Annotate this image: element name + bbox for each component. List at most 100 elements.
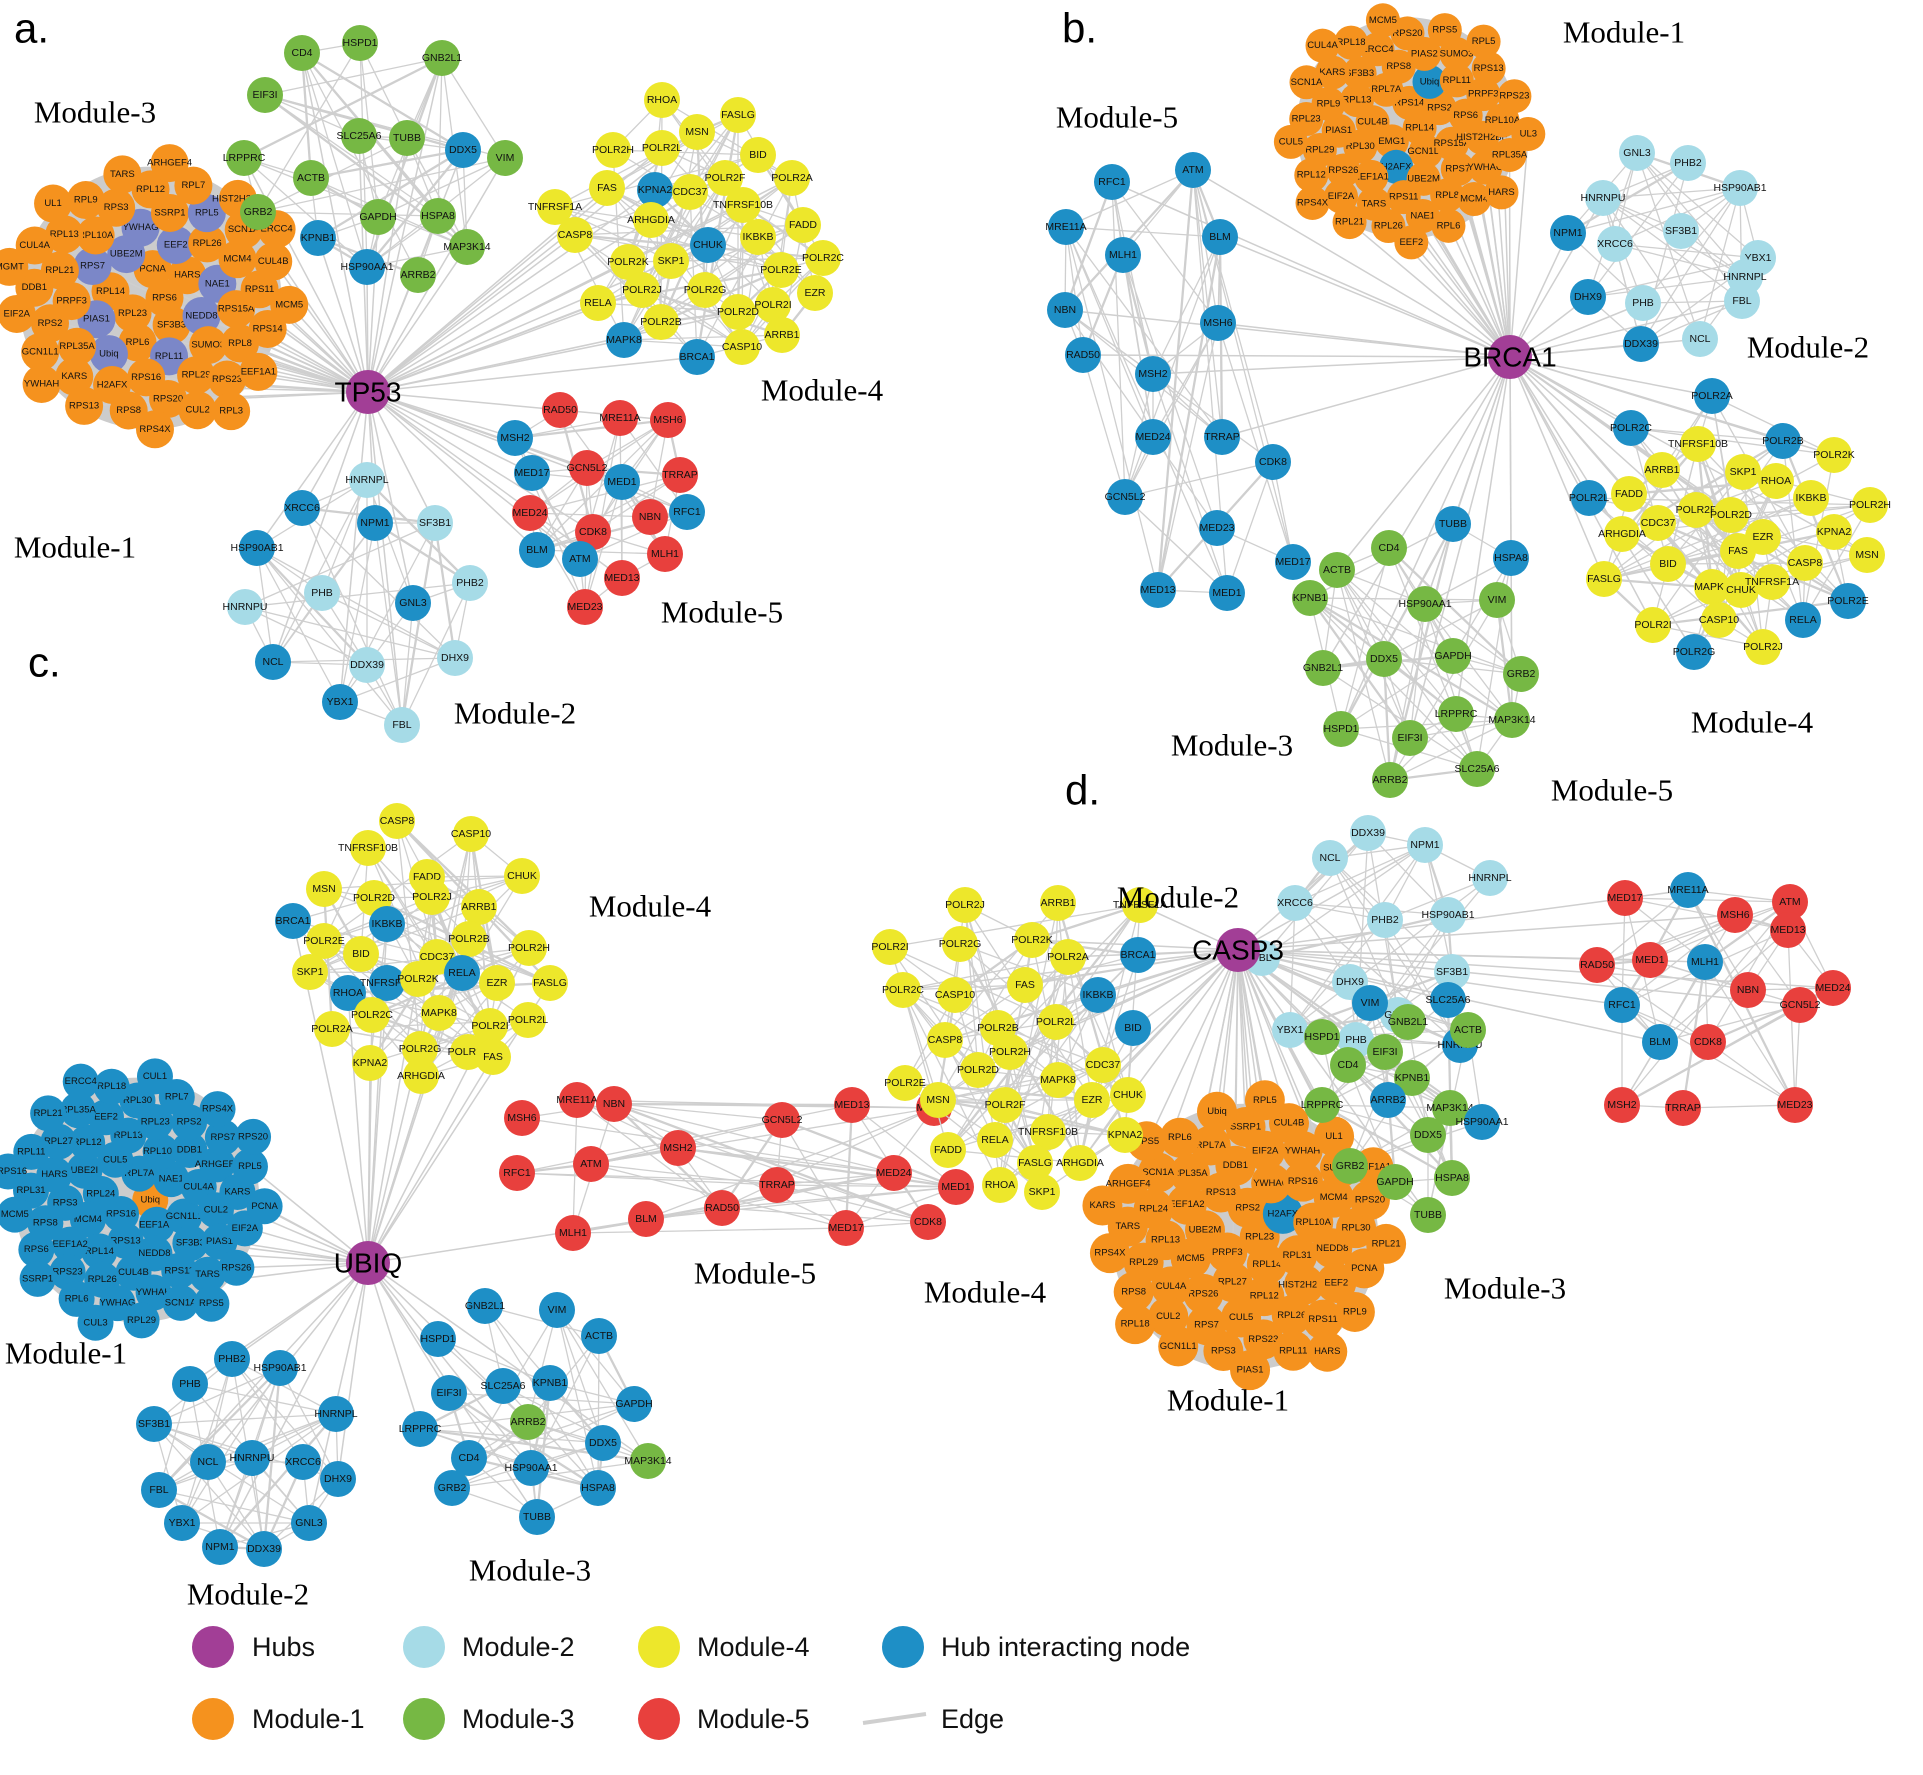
d-node-label-RPL21: RPL21 xyxy=(1372,1238,1401,1249)
edge xyxy=(584,417,621,608)
d-node-POLR2E xyxy=(887,1065,923,1101)
c-node-label-MRE11A: MRE11A xyxy=(556,1094,597,1106)
b-node-label-RPL18: RPL18 xyxy=(1337,37,1366,48)
c-node-label-PHB: PHB xyxy=(179,1378,201,1390)
b-node-RPL12 xyxy=(1294,158,1329,193)
b-node-label-ARHGDIA: ARHGDIA xyxy=(1598,528,1646,540)
c-node-label-MCM5: MCM5 xyxy=(1,1209,29,1220)
c-node-label-ARHGDIA: ARHGDIA xyxy=(397,1070,445,1082)
edge xyxy=(1152,373,1228,594)
c-node-label-SF3B1: SF3B1 xyxy=(138,1418,170,1430)
edge xyxy=(441,57,506,159)
d-node-SLC25A6 xyxy=(1430,982,1466,1018)
edge xyxy=(367,982,388,1264)
b-node-POLR2J xyxy=(1745,629,1781,665)
c-node-RELA xyxy=(444,955,480,991)
d-node-label-RPS20: RPS20 xyxy=(1355,1195,1385,1206)
c-node-RPL27 xyxy=(40,1123,77,1160)
b-node-label-RPL5: RPL5 xyxy=(1472,36,1496,47)
d-node-label-POLR2F: POLR2F xyxy=(985,1099,1026,1111)
d-node-RPS26 xyxy=(1183,1273,1224,1314)
d-node-NCL xyxy=(1312,840,1348,876)
c-node-CDK8 xyxy=(910,1204,946,1240)
b-node-TNFRSF10B xyxy=(1680,426,1716,462)
c-node-SLC25A6 xyxy=(485,1368,521,1404)
b-node-label-RPL30: RPL30 xyxy=(1346,141,1375,152)
edge xyxy=(721,1207,929,1223)
edge xyxy=(889,904,1141,948)
c-node-BLM xyxy=(628,1201,664,1237)
c-node-RPS5 xyxy=(193,1285,230,1322)
b-node-CUL4A xyxy=(1305,28,1340,63)
c-node-CD4 xyxy=(451,1440,487,1476)
edge xyxy=(272,261,369,393)
c-node-MSN xyxy=(306,871,342,907)
a-node-EEF2 xyxy=(156,226,195,265)
d-node-MLH1 xyxy=(1687,944,1723,980)
edge xyxy=(597,1335,600,1489)
c-node-DDX5 xyxy=(585,1425,621,1461)
a-node-label-RPL5: RPL5 xyxy=(195,208,219,219)
b-node-label-RPL29: RPL29 xyxy=(1305,145,1334,156)
a-node-BID xyxy=(740,137,776,173)
c-node-HSP90AB1 xyxy=(262,1350,298,1386)
b-node-FADD xyxy=(1611,476,1647,512)
b-node-label-POLR2G: POLR2G xyxy=(1673,646,1716,658)
b-node-label-RPS2: RPS2 xyxy=(1427,103,1452,114)
c-node-label-YBX1: YBX1 xyxy=(169,1517,196,1529)
a-node-NEDD8 xyxy=(182,297,221,336)
b-node-CASP8 xyxy=(1787,545,1823,581)
d-node-label-MLH1: MLH1 xyxy=(1691,956,1719,968)
edge xyxy=(1397,914,1449,1016)
a-node-RPL35A xyxy=(58,327,97,366)
c-node-ARRB1 xyxy=(461,889,497,925)
a-node-label-NCL: NCL xyxy=(262,656,283,668)
d-node-label-ARHGDIA: ARHGDIA xyxy=(1056,1157,1104,1169)
b-node-label-EEF2: EEF2 xyxy=(1399,237,1423,248)
c-node-RPS20 xyxy=(235,1118,272,1155)
b-hub-node xyxy=(1488,335,1532,379)
b-module-label-module-4: Module-4 xyxy=(1691,705,1814,740)
b-node-RPS5 xyxy=(1427,13,1462,48)
edge xyxy=(590,1107,935,1165)
b-node-label-NBN: NBN xyxy=(1054,304,1076,316)
c-node-CASP10 xyxy=(453,816,489,852)
edge xyxy=(670,257,824,262)
d-node-label-BID: BID xyxy=(1124,1022,1142,1034)
edge xyxy=(1122,254,1154,438)
b-node-label-RAD50: RAD50 xyxy=(1066,349,1100,361)
edge xyxy=(256,547,456,659)
b-node-GNB2L1 xyxy=(1305,650,1341,686)
a-node-RPL26 xyxy=(188,224,227,263)
a-node-HSPD1 xyxy=(342,25,378,61)
edge xyxy=(367,947,530,1264)
a-node-label-NEDD8: NEDD8 xyxy=(185,311,217,322)
a-node-MCM5 xyxy=(270,285,309,324)
d-node-label-RPL24: RPL24 xyxy=(1139,1204,1168,1215)
b-node-label-POLR2H: POLR2H xyxy=(1849,499,1891,511)
a-node-label-POLR2D: POLR2D xyxy=(717,306,759,318)
a-node-MSH6 xyxy=(650,402,686,438)
a-node-CASP10 xyxy=(724,329,760,365)
legend-swatch-module-4 xyxy=(638,1626,680,1668)
b-node-label-PHB: PHB xyxy=(1632,297,1654,309)
d-node-CASP10 xyxy=(937,977,973,1013)
edge xyxy=(1226,461,1274,594)
edge xyxy=(300,52,313,179)
a-node-BLM xyxy=(519,532,555,568)
edge xyxy=(367,304,774,393)
c-node-MRE11A xyxy=(559,1082,595,1118)
d-node-label-GNB2L1: GNB2L1 xyxy=(1388,1016,1428,1028)
c-hub-label: UBIQ xyxy=(334,1248,402,1279)
a-node-label-ERCC4: ERCC4 xyxy=(261,224,293,235)
a-module-label-module-1: Module-1 xyxy=(14,530,136,565)
d-node-label-ARRB1: ARRB1 xyxy=(1040,897,1075,909)
a-node-DDX39 xyxy=(349,647,385,683)
a-node-label-UBE2M: UBE2M xyxy=(110,249,143,260)
d-node-CDC37 xyxy=(1085,1047,1121,1083)
a-node-label-MED1: MED1 xyxy=(607,476,636,488)
edge xyxy=(367,1207,723,1264)
d-node-label-MSH2: MSH2 xyxy=(1607,1099,1636,1111)
b-node-FBL xyxy=(1724,283,1760,319)
a-node-label-CHUK: CHUK xyxy=(693,239,723,251)
